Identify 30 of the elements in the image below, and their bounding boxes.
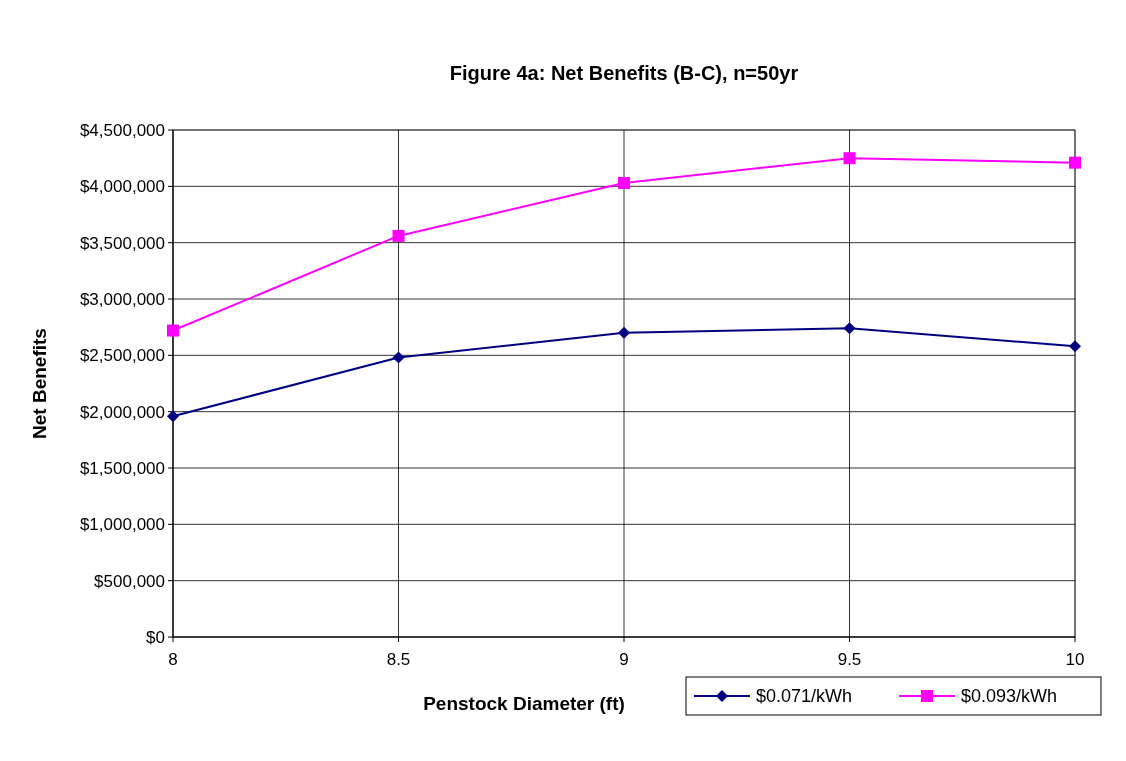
point	[167, 324, 179, 337]
y-tick-label: $3,000,000	[79, 289, 165, 309]
point	[843, 322, 856, 335]
x-axis-title: Penstock Diameter (ft)	[423, 693, 625, 714]
y-tick-label: $1,500,000	[79, 458, 165, 478]
point	[1069, 340, 1081, 353]
y-tick-label: $4,500,000	[79, 120, 165, 140]
x-tick-label: 8.5	[386, 650, 411, 669]
x-tick-label: 8	[168, 650, 178, 669]
chart-title: Figure 4a: Net Benefits (B-C), n=50yr	[449, 62, 799, 84]
y-tick-label: $0	[146, 627, 165, 647]
point	[167, 410, 179, 423]
y-tick-label: $4,000,000	[79, 177, 165, 197]
legend-label: $0.071/kWh	[756, 686, 853, 707]
x-tick-label: 10	[1065, 650, 1085, 669]
y-tick-label: $2,000,000	[79, 402, 165, 422]
y-tick-label: $1,000,000	[79, 515, 165, 535]
y-tick-label: $3,500,000	[79, 233, 165, 253]
point	[618, 326, 630, 339]
y-axis-title: Net Benefits	[29, 328, 50, 439]
point	[392, 351, 405, 364]
legend-label: $0.093/kWh	[961, 686, 1058, 707]
point	[843, 152, 856, 165]
y-tick-label: $2,500,000	[79, 346, 165, 366]
point	[618, 176, 630, 189]
x-tick-label: 9	[619, 650, 629, 669]
point	[1069, 156, 1081, 169]
point	[392, 229, 405, 242]
y-tick-label: $500,000	[94, 571, 165, 591]
x-tick-label: 9.5	[837, 650, 862, 669]
